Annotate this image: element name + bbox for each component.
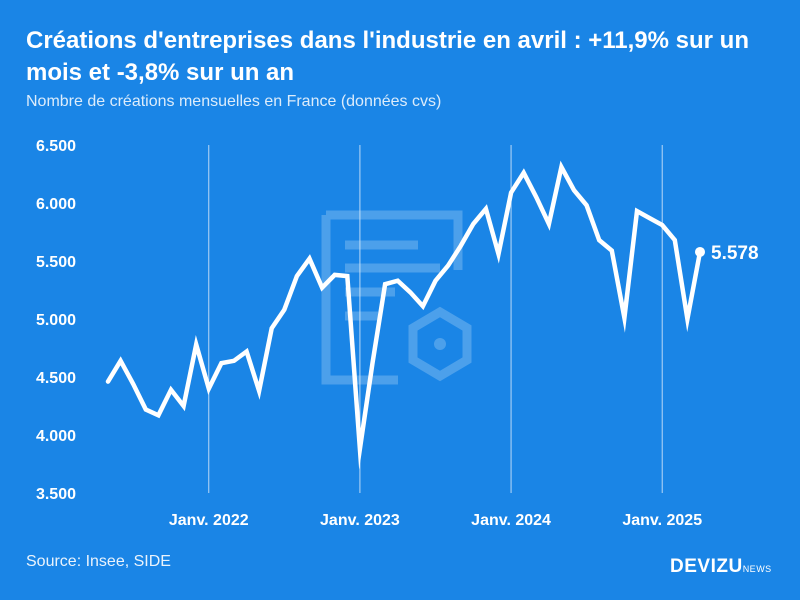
x-tick-label: Janv. 2022 [169, 512, 249, 529]
logo-suffix: NEWS [742, 564, 772, 574]
x-tick-label: Janv. 2024 [471, 512, 551, 529]
source-note: Source: Insee, SIDE [26, 553, 171, 570]
x-tick-label: Janv. 2025 [622, 512, 702, 529]
y-tick-label: 5.000 [36, 312, 76, 329]
x-tick-label: Janv. 2023 [320, 512, 400, 529]
y-tick-label: 6.500 [36, 138, 76, 155]
y-tick-label: 3.500 [36, 486, 76, 503]
y-tick-label: 5.500 [36, 254, 76, 271]
x-axis: Janv. 2022 Janv. 2023 Janv. 2024 Janv. 2025 [169, 512, 702, 529]
series-layer: 5.578 [105, 160, 759, 470]
devizu-logo: DEVIZUNEWS [670, 556, 772, 578]
y-axis: 3.500 4.000 4.500 5.000 5.500 6.000 6.500 [36, 138, 76, 503]
logo-main: DEVIZU [670, 556, 743, 577]
y-tick-label: 4.000 [36, 428, 76, 445]
last-point-marker [695, 246, 705, 257]
chart-title: Créations d'entreprises dans l'industrie… [26, 27, 749, 86]
y-tick-label: 4.500 [36, 370, 76, 387]
last-value-label: 5.578 [711, 243, 759, 264]
y-tick-label: 6.000 [36, 196, 76, 213]
series-line [105, 160, 703, 470]
chart-subtitle: Nombre de créations mensuelles en France… [26, 93, 442, 110]
